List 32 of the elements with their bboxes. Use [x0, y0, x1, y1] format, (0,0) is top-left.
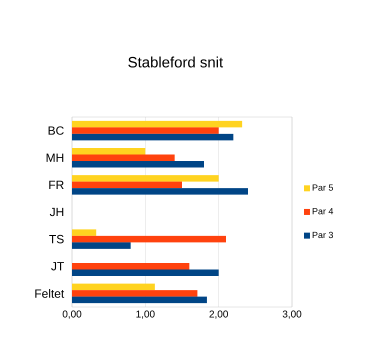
bar	[72, 236, 226, 242]
bar	[72, 182, 182, 188]
bar	[72, 175, 219, 182]
legend-label: Par 4	[312, 208, 334, 214]
bar	[72, 188, 248, 195]
y-tick-label: BC	[48, 126, 64, 135]
chart-title: Stableford snit	[128, 56, 224, 68]
y-tick-label: TS	[49, 234, 64, 244]
bar	[72, 154, 175, 161]
y-tick-label: MH	[46, 154, 64, 162]
bar	[72, 270, 219, 276]
bar	[72, 160, 204, 168]
bar	[72, 229, 96, 236]
bar	[72, 284, 155, 290]
x-tick-label: 3,00	[282, 310, 302, 319]
y-tick-label: JH	[50, 208, 64, 216]
bar	[72, 242, 131, 249]
bar	[72, 127, 219, 134]
bar	[72, 296, 207, 304]
x-tick-label: 0,00	[62, 310, 82, 319]
y-tick-label: FR	[49, 180, 64, 189]
bar	[72, 290, 198, 297]
legend-label: Par 3	[312, 232, 334, 238]
bar	[72, 134, 234, 140]
y-tick-label: Feltet	[35, 289, 64, 298]
bar	[72, 120, 242, 128]
x-tick-label: 2,00	[209, 310, 228, 319]
x-tick-label: 1,00	[136, 310, 155, 319]
bar	[72, 148, 146, 154]
bar	[72, 263, 190, 270]
y-tick-label: JT	[51, 262, 64, 270]
legend-label: Par 5	[312, 184, 334, 191]
